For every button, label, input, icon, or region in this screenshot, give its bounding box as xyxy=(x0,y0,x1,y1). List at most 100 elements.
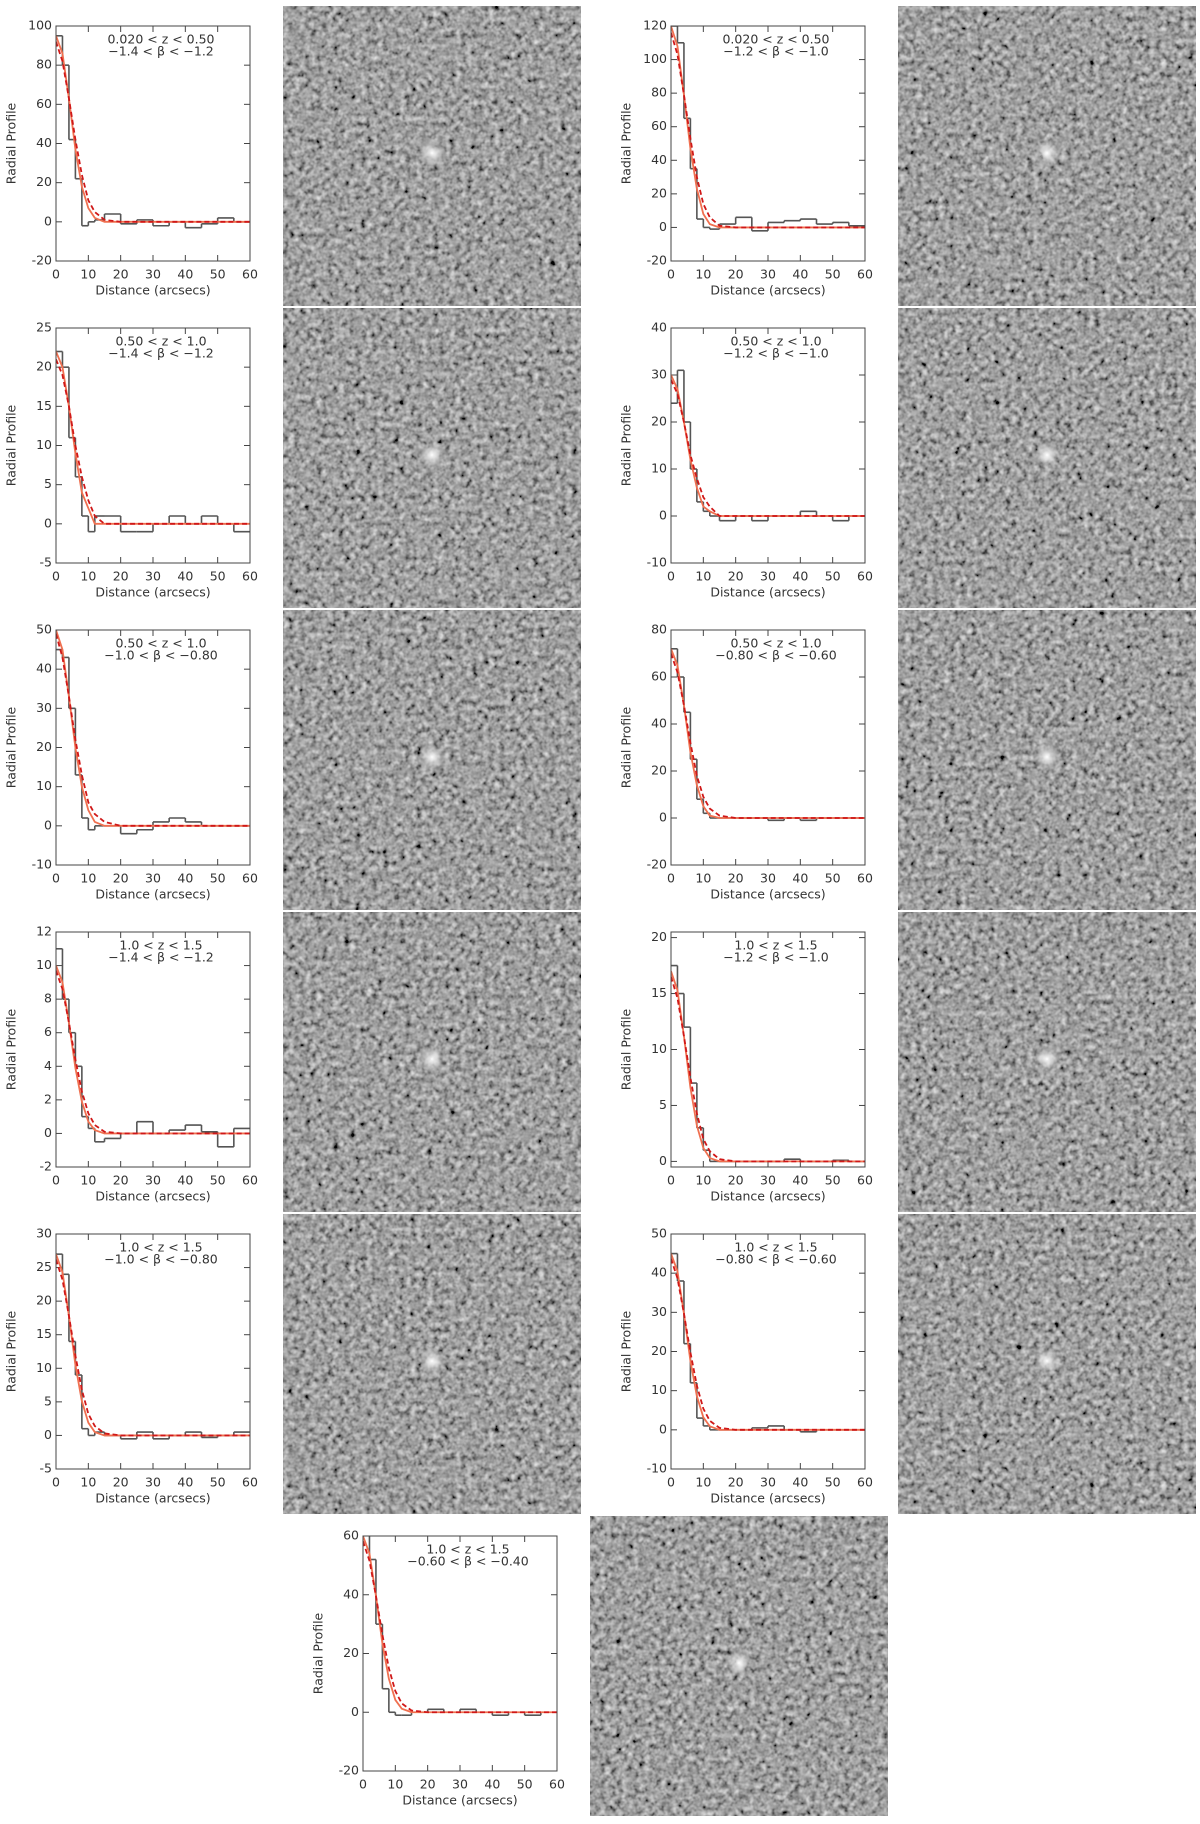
y-tick-label: -20 xyxy=(647,253,667,268)
x-tick-label: 50 xyxy=(825,569,841,584)
x-axis-label: Distance (arcsecs) xyxy=(95,887,210,902)
y-tick-label: 80 xyxy=(651,85,667,100)
y-tick-label: 60 xyxy=(651,118,667,133)
x-tick-label: 30 xyxy=(760,1173,776,1188)
y-tick-label: 20 xyxy=(651,185,667,200)
y-tick-label: 30 xyxy=(651,367,667,382)
histogram xyxy=(671,26,865,232)
x-tick-label: 10 xyxy=(695,1173,711,1188)
y-tick-label: 80 xyxy=(36,57,52,72)
y-tick-label: 10 xyxy=(36,1360,52,1375)
y-tick-label: -5 xyxy=(40,555,52,570)
x-axis-label: Distance (arcsecs) xyxy=(95,1491,210,1506)
y-tick-label: 40 xyxy=(651,1265,667,1280)
fit-curve xyxy=(56,1253,250,1437)
y-tick-label: 30 xyxy=(651,1304,667,1319)
y-tick-label: 0 xyxy=(44,1427,52,1442)
annotation: 1.0 < z < 1.5 xyxy=(119,1240,202,1255)
x-tick-label: 60 xyxy=(242,1173,258,1188)
x-tick-label: 30 xyxy=(145,871,161,886)
y-tick-label: 40 xyxy=(36,661,52,676)
y-axis-label: Radial Profile xyxy=(4,1310,19,1392)
x-axis-label: Distance (arcsecs) xyxy=(710,283,825,298)
x-tick-label: 50 xyxy=(825,267,841,282)
y-tick-label: 6 xyxy=(44,1024,52,1039)
fit-curve xyxy=(671,970,865,1163)
x-tick-label: 20 xyxy=(728,569,744,584)
y-tick-label: 20 xyxy=(36,739,52,754)
x-tick-label: 20 xyxy=(113,871,129,886)
x-tick-label: 0 xyxy=(359,1777,367,1792)
x-tick-label: 30 xyxy=(145,1475,161,1490)
x-tick-label: 30 xyxy=(452,1777,468,1792)
x-tick-label: 50 xyxy=(210,1475,226,1490)
x-tick-label: 50 xyxy=(210,569,226,584)
axes-frame xyxy=(55,25,251,262)
y-tick-label: 100 xyxy=(28,18,52,33)
x-tick-label: 0 xyxy=(52,871,60,886)
y-tick-label: -10 xyxy=(32,857,52,872)
annotation: 0.020 < z < 0.50 xyxy=(107,32,214,47)
x-axis-label: Distance (arcsecs) xyxy=(710,585,825,600)
x-tick-label: 40 xyxy=(484,1777,500,1792)
x-tick-label: 60 xyxy=(242,569,258,584)
image-source xyxy=(418,743,446,771)
x-tick-label: 10 xyxy=(80,569,96,584)
x-tick-label: 50 xyxy=(825,1173,841,1188)
annotation: −1.0 < β < −0.80 xyxy=(104,1252,218,1267)
y-tick-label: 0 xyxy=(659,219,667,234)
fit-curve-dashed xyxy=(671,379,865,517)
x-tick-label: 10 xyxy=(80,1173,96,1188)
y-tick-label: -5 xyxy=(40,1461,52,1476)
y-axis-label: Radial Profile xyxy=(4,404,19,486)
x-tick-label: 60 xyxy=(857,871,873,886)
y-tick-label: 0 xyxy=(44,213,52,228)
y-tick-label: 40 xyxy=(36,135,52,150)
y-axis-label: Radial Profile xyxy=(4,102,19,184)
x-tick-label: 60 xyxy=(857,1475,873,1490)
y-tick-label: 20 xyxy=(651,414,667,429)
y-tick-label: 20 xyxy=(651,1343,667,1358)
fit-curve-dashed xyxy=(363,1541,557,1714)
x-axis-label: Distance (arcsecs) xyxy=(710,887,825,902)
y-tick-label: 25 xyxy=(36,320,52,335)
fit-curve-dashed xyxy=(56,1259,250,1437)
annotation: −1.2 < β < −1.0 xyxy=(723,44,829,59)
x-tick-label: 10 xyxy=(80,267,96,282)
x-tick-label: 30 xyxy=(145,267,161,282)
axes-frame xyxy=(55,629,251,866)
x-tick-label: 30 xyxy=(145,1173,161,1188)
x-tick-label: 0 xyxy=(667,1173,675,1188)
x-axis-label: Distance (arcsecs) xyxy=(95,1189,210,1204)
y-tick-label: 8 xyxy=(44,991,52,1006)
histogram xyxy=(56,350,250,533)
x-tick-label: 40 xyxy=(177,1475,193,1490)
y-axis-label: Radial Profile xyxy=(619,1008,634,1090)
axes-frame xyxy=(362,1535,558,1772)
y-axis-label: Radial Profile xyxy=(311,1612,326,1694)
x-axis-label: Distance (arcsecs) xyxy=(710,1189,825,1204)
x-tick-label: 0 xyxy=(667,267,675,282)
y-tick-label: 12 xyxy=(36,924,52,939)
x-tick-label: 60 xyxy=(242,871,258,886)
y-tick-label: 5 xyxy=(659,1097,667,1112)
annotation: −0.80 < β < −0.60 xyxy=(715,648,836,663)
fit-curve xyxy=(671,374,865,517)
histogram xyxy=(56,34,250,229)
y-axis-label: Radial Profile xyxy=(619,1310,634,1392)
image-source xyxy=(418,441,446,469)
y-tick-label: -10 xyxy=(647,555,667,570)
annotation: 1.0 < z < 1.5 xyxy=(426,1542,509,1557)
y-tick-label: 20 xyxy=(36,1293,52,1308)
annotation: 0.50 < z < 1.0 xyxy=(115,636,206,651)
annotation: 0.020 < z < 0.50 xyxy=(722,32,829,47)
annotation: 0.50 < z < 1.0 xyxy=(730,334,821,349)
y-axis-label: Radial Profile xyxy=(619,404,634,486)
x-tick-label: 10 xyxy=(695,871,711,886)
x-tick-label: 10 xyxy=(695,267,711,282)
